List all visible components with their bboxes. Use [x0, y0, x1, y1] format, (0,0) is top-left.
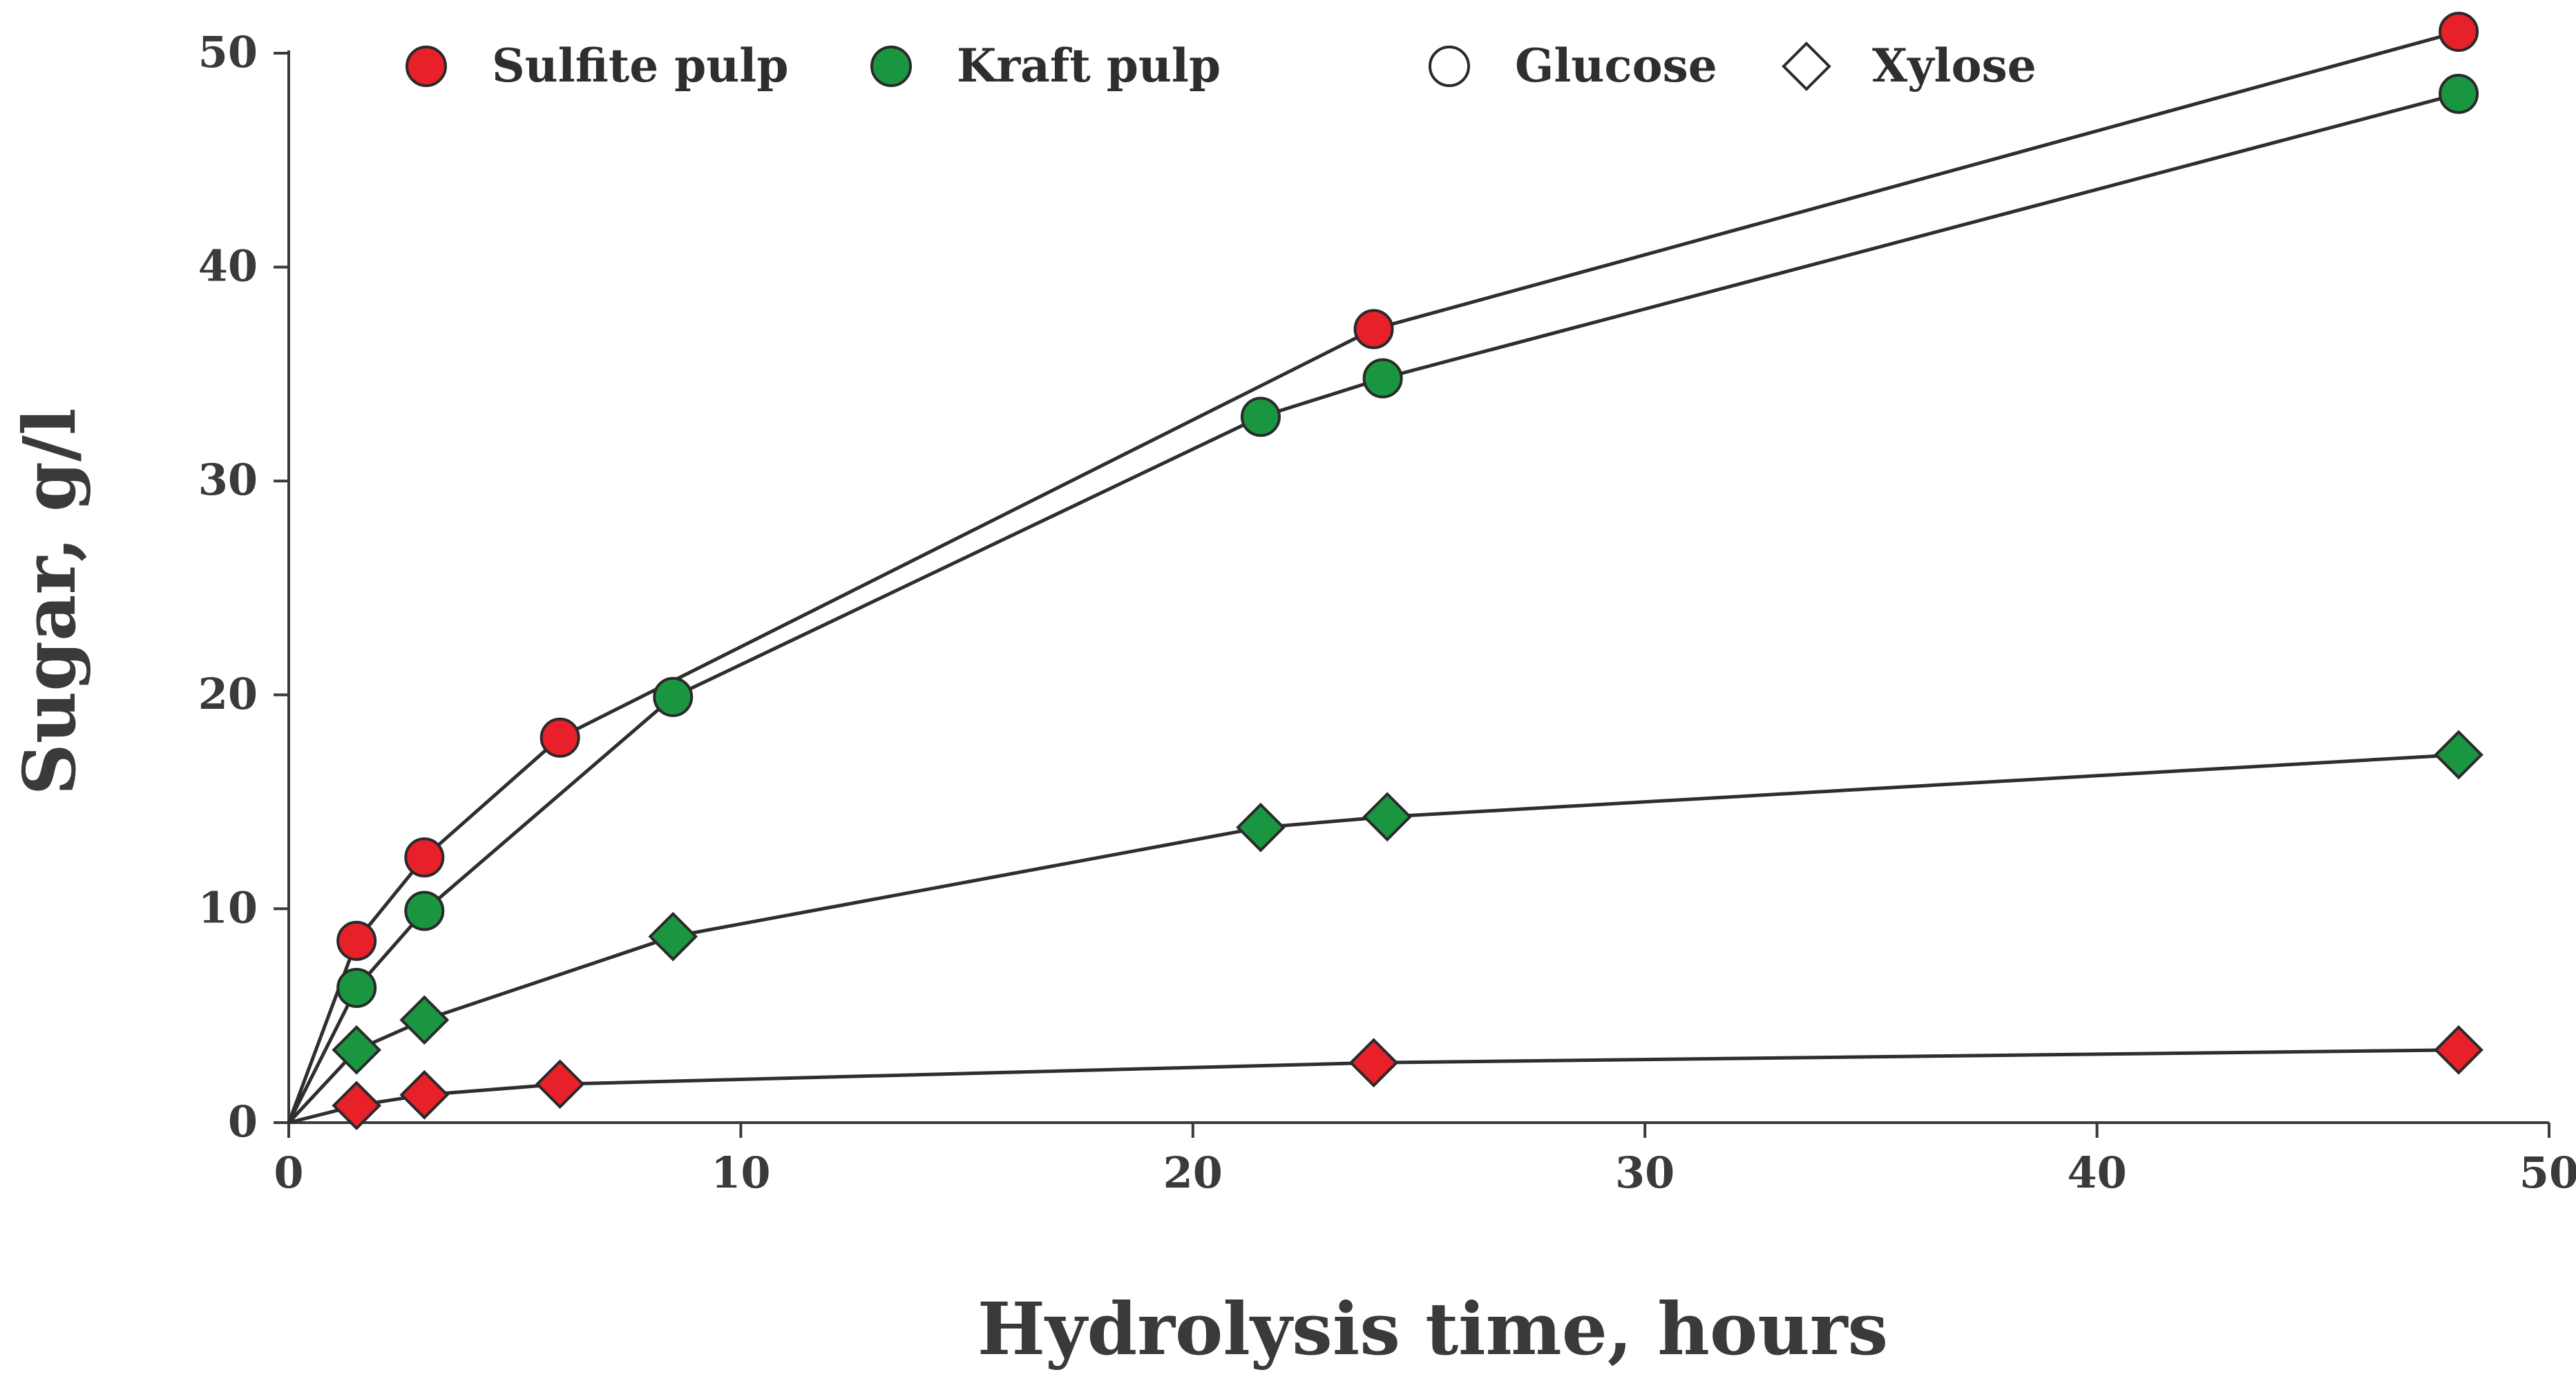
point-sulfite-pulp-xylose — [2434, 1025, 2483, 1075]
legend-marker-sulfite-pulp — [406, 46, 447, 87]
point-sulfite-pulp-xylose — [399, 1069, 450, 1120]
series-line-sulfite-pulp-glucose — [287, 30, 2459, 1123]
data-marks — [332, 12, 2483, 1131]
legend-marker-glucose — [1429, 46, 1470, 87]
point-kraft-pulp-glucose — [336, 967, 377, 1008]
legend-marker-kraft-pulp — [870, 46, 912, 87]
point-sulfite-pulp-xylose — [1348, 1038, 1399, 1088]
point-sulfite-pulp-glucose — [404, 837, 445, 878]
y-tick-label: 0 — [228, 1096, 258, 1147]
x-axis-title: Hydrolysis time, hours — [977, 1286, 1888, 1371]
x-tick-label: 50 — [2519, 1148, 2576, 1198]
point-kraft-pulp-glucose — [404, 891, 445, 931]
x-tick-label: 30 — [1615, 1148, 1675, 1198]
point-kraft-pulp-xylose — [332, 1025, 381, 1075]
legend-label-sulfite-pulp: Sulfite pulp — [492, 39, 789, 93]
point-sulfite-pulp-glucose — [2439, 12, 2479, 53]
legend: Sulfite pulp Kraft pulp Glucose Xylose — [406, 39, 2036, 93]
point-sulfite-pulp-glucose — [540, 717, 580, 758]
x-tick-label: 10 — [711, 1148, 770, 1198]
y-tick-label: 50 — [198, 27, 258, 77]
point-kraft-pulp-xylose — [399, 995, 450, 1045]
x-tick-label: 40 — [2067, 1148, 2126, 1198]
y-tick-label: 10 — [198, 882, 258, 933]
point-kraft-pulp-glucose — [653, 676, 694, 717]
x-tick-label: 20 — [1163, 1148, 1223, 1198]
point-kraft-pulp-xylose — [1362, 792, 1413, 842]
y-tick-label: 30 — [198, 455, 258, 505]
axes: 0 10 20 30 40 50 0 10 20 30 40 50 — [198, 27, 2576, 1198]
series-lines — [287, 30, 2459, 1125]
legend-marker-xylose — [1782, 41, 1831, 91]
y-tick-label: 40 — [198, 241, 258, 292]
point-kraft-pulp-glucose — [2439, 73, 2479, 114]
point-kraft-pulp-xylose — [648, 911, 698, 962]
point-sulfite-pulp-xylose — [535, 1059, 585, 1110]
point-kraft-pulp-glucose — [1362, 358, 1403, 399]
y-tick-label: 20 — [198, 669, 258, 719]
legend-label-kraft-pulp: Kraft pulp — [957, 39, 1221, 93]
point-kraft-pulp-glucose — [1240, 397, 1281, 437]
point-sulfite-pulp-glucose — [1353, 309, 1394, 350]
point-sulfite-pulp-xylose — [332, 1080, 381, 1131]
legend-label-xylose: Xylose — [1872, 39, 2036, 93]
point-kraft-pulp-xylose — [1236, 802, 1286, 853]
point-sulfite-pulp-glucose — [336, 920, 377, 961]
point-kraft-pulp-xylose — [2434, 730, 2483, 780]
x-tick-label: 0 — [274, 1148, 303, 1198]
y-axis-title: Sugar, g/l — [7, 408, 92, 796]
legend-label-glucose: Glucose — [1515, 39, 1717, 93]
series-line-kraft-pulp-glucose — [287, 92, 2459, 1124]
